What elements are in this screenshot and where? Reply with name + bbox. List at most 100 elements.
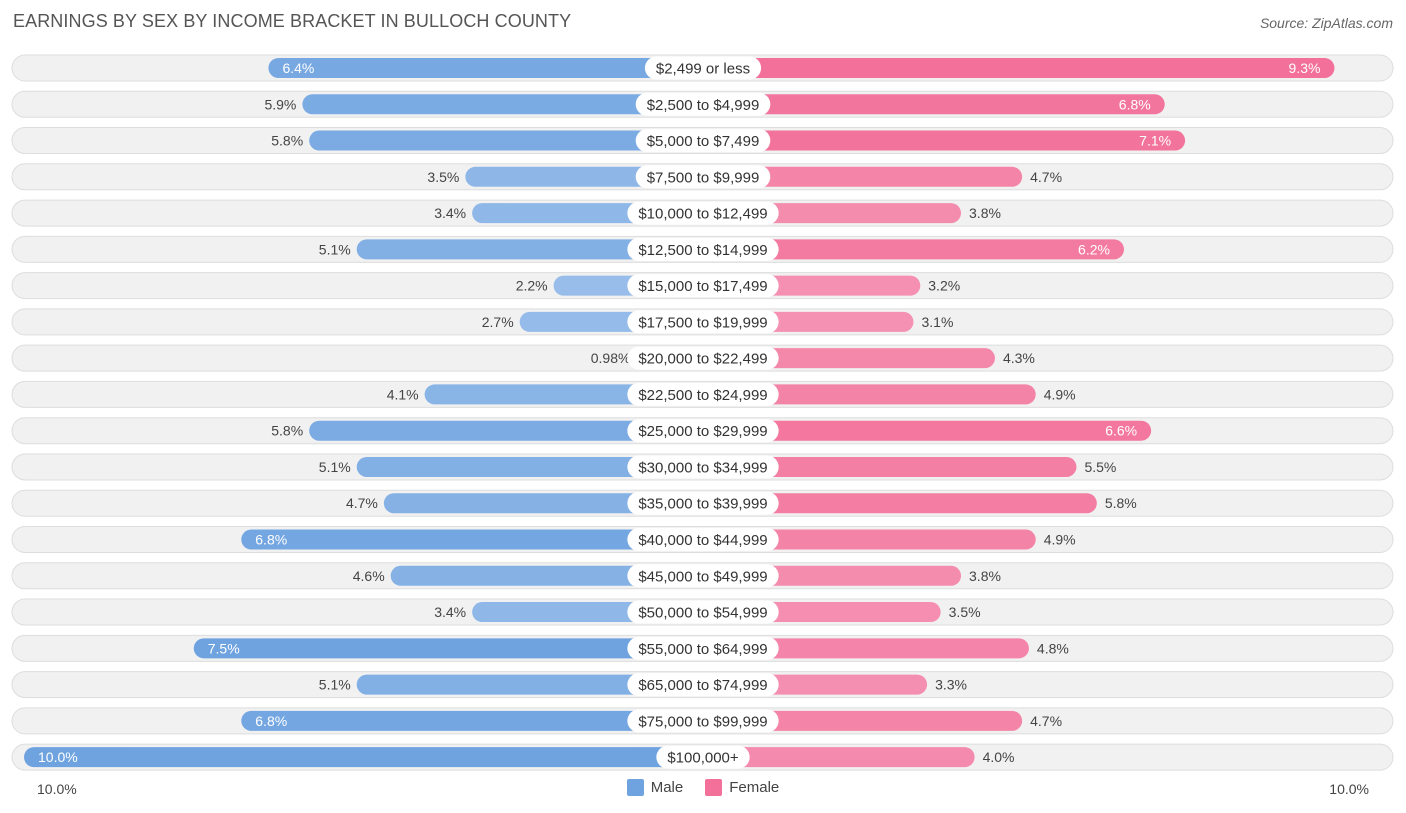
female-bar[interactable] xyxy=(703,456,1077,477)
female-value-label: 4.0% xyxy=(983,749,1015,765)
row-1: 5.9% 6.8% $2,500 to $4,999 xyxy=(11,90,1394,118)
male-value-label: 4.6% xyxy=(353,568,385,584)
female-bar[interactable] xyxy=(703,166,1023,187)
male-value-label: 2.2% xyxy=(516,278,548,294)
male-value-label: 3.5% xyxy=(427,169,459,185)
female-value-label: 5.5% xyxy=(1084,459,1116,475)
male-value-label: 6.8% xyxy=(255,532,287,548)
male-bar[interactable] xyxy=(356,674,703,695)
row-18: 6.8% 4.7% $75,000 to $99,999 xyxy=(11,707,1394,735)
row-0: 6.4% 9.3% $2,499 or less xyxy=(11,54,1394,82)
male-bar[interactable] xyxy=(383,493,703,514)
category-label: $75,000 to $99,999 xyxy=(638,713,767,730)
category-label: $2,500 to $4,999 xyxy=(647,97,760,114)
male-bar[interactable] xyxy=(241,710,703,731)
category-label: $25,000 to $29,999 xyxy=(638,423,767,440)
legend-swatch-female xyxy=(705,779,723,796)
female-value-label: 4.7% xyxy=(1030,713,1062,729)
category-label: $45,000 to $49,999 xyxy=(638,568,767,585)
source-label: Source: ZipAtlas.com xyxy=(1259,15,1393,31)
category-label-pill xyxy=(627,709,779,733)
male-bar[interactable] xyxy=(390,565,703,586)
category-label-pill xyxy=(635,165,771,189)
legend-swatch-male xyxy=(626,779,644,796)
category-label-pill xyxy=(627,636,779,660)
female-value-label: 6.6% xyxy=(1105,423,1137,439)
female-value-label: 6.8% xyxy=(1119,96,1151,112)
female-value-label: 5.8% xyxy=(1105,495,1137,511)
female-value-label: 4.8% xyxy=(1037,640,1069,656)
male-bar[interactable] xyxy=(309,130,703,151)
category-label-pill xyxy=(656,745,750,769)
legend-item-female[interactable]: Female xyxy=(705,779,779,796)
category-label-pill xyxy=(627,382,779,406)
legend: Male Female xyxy=(0,779,1406,796)
female-bar[interactable] xyxy=(703,493,1097,514)
female-bar[interactable] xyxy=(703,420,1152,441)
category-label-pill xyxy=(627,564,779,588)
male-bar[interactable] xyxy=(356,239,703,260)
female-value-label: 3.2% xyxy=(928,278,960,294)
category-label: $10,000 to $12,499 xyxy=(638,206,767,223)
female-bar[interactable] xyxy=(703,710,1023,731)
category-label-pill xyxy=(627,201,779,225)
female-value-label: 3.5% xyxy=(949,604,981,620)
category-label: $100,000+ xyxy=(667,750,739,767)
axis-left-label: 10.0% xyxy=(37,781,77,797)
category-label: $35,000 to $39,999 xyxy=(638,496,767,513)
female-value-label: 7.1% xyxy=(1139,133,1171,149)
female-bar[interactable] xyxy=(703,94,1165,115)
female-value-label: 6.2% xyxy=(1078,241,1110,257)
male-value-label: 5.1% xyxy=(319,677,351,693)
row-13: 6.8% 4.9% $40,000 to $44,999 xyxy=(11,526,1394,554)
male-value-label: 5.8% xyxy=(271,133,303,149)
male-bar[interactable] xyxy=(268,58,703,78)
female-value-label: 4.9% xyxy=(1044,386,1076,402)
female-value-label: 4.7% xyxy=(1030,169,1062,185)
female-bar[interactable] xyxy=(703,638,1029,659)
female-bar[interactable] xyxy=(703,58,1335,78)
category-label: $17,500 to $19,999 xyxy=(638,314,767,331)
male-bar[interactable] xyxy=(24,747,703,768)
female-bar[interactable] xyxy=(703,529,1036,550)
female-bar[interactable] xyxy=(703,747,975,768)
row-15: 3.4% 3.5% $50,000 to $54,999 xyxy=(11,598,1394,626)
male-value-label: 3.4% xyxy=(434,604,466,620)
male-bar[interactable] xyxy=(309,420,703,441)
male-value-label: 5.9% xyxy=(264,96,296,112)
female-bar[interactable] xyxy=(703,239,1124,260)
female-value-label: 3.8% xyxy=(969,205,1001,221)
male-bar[interactable] xyxy=(356,456,703,477)
female-bar[interactable] xyxy=(703,384,1036,405)
female-bar[interactable] xyxy=(703,130,1186,151)
male-value-label: 5.1% xyxy=(319,241,351,257)
male-value-label: 4.1% xyxy=(387,386,419,402)
category-label-pill xyxy=(627,274,779,298)
category-label: $15,000 to $17,499 xyxy=(638,278,767,295)
row-2: 5.8% 7.1% $5,000 to $7,499 xyxy=(11,127,1394,155)
category-label-pill xyxy=(635,129,771,153)
row-17: 5.1% 3.3% $65,000 to $74,999 xyxy=(11,671,1394,699)
male-value-label: 5.8% xyxy=(271,423,303,439)
row-9: 4.1% 4.9% $22,500 to $24,999 xyxy=(11,380,1394,408)
category-label-pill xyxy=(627,455,779,479)
category-label-pill xyxy=(627,600,779,624)
category-label: $12,500 to $14,999 xyxy=(638,242,767,259)
category-label: $2,499 or less xyxy=(656,61,750,78)
category-label-pill xyxy=(627,673,779,697)
legend-item-male[interactable]: Male xyxy=(626,779,683,796)
category-label: $65,000 to $74,999 xyxy=(638,677,767,694)
category-label-pill xyxy=(627,491,779,515)
male-bar[interactable] xyxy=(302,94,703,115)
male-value-label: 6.8% xyxy=(255,713,287,729)
category-label: $22,500 to $24,999 xyxy=(638,387,767,404)
row-3: 3.5% 4.7% $7,500 to $9,999 xyxy=(11,163,1394,191)
female-value-label: 3.1% xyxy=(921,314,953,330)
row-6: 2.2% 3.2% $15,000 to $17,499 xyxy=(11,272,1394,300)
row-16: 7.5% 4.8% $55,000 to $64,999 xyxy=(11,634,1394,662)
male-bar[interactable] xyxy=(193,638,703,659)
male-value-label: 6.4% xyxy=(282,60,314,76)
male-bar[interactable] xyxy=(241,529,703,550)
category-label: $20,000 to $22,499 xyxy=(638,351,767,368)
category-label-pill xyxy=(627,419,779,443)
